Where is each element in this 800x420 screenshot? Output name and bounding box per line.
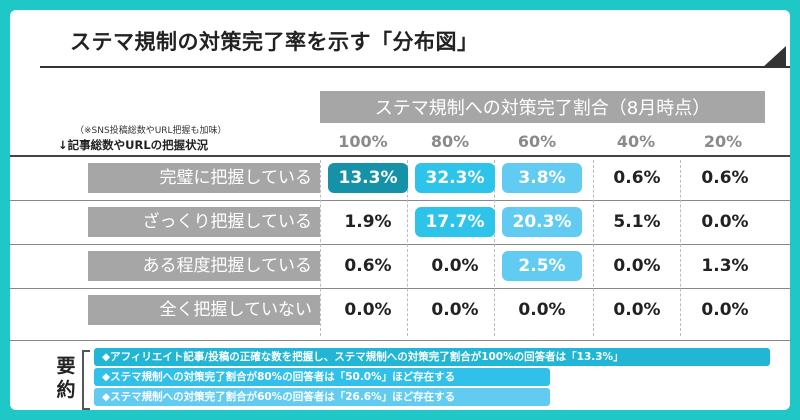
- cell-none-40: 0.0%: [613, 300, 661, 320]
- cell-somewhat-40: 0.0%: [613, 256, 661, 276]
- cell-somewhat-20: 1.3%: [701, 256, 749, 276]
- cell-perfect-60: 3.8%: [502, 163, 582, 193]
- row-divider: [10, 200, 790, 201]
- summary-item: ◆ステマ規制への対策完了割合が60%の回答者は「26.6%」ほど存在する: [94, 388, 550, 406]
- cell-rough-40: 5.1%: [613, 212, 661, 232]
- column-divider: [593, 160, 594, 336]
- row-divider: [10, 288, 790, 289]
- cell-none-80: 0.0%: [431, 300, 479, 320]
- cell-somewhat-100: 0.6%: [344, 256, 392, 276]
- cell-perfect-40: 0.6%: [613, 168, 661, 188]
- row-header-main: ↓記事総数やURLの把握状況: [58, 138, 209, 152]
- percent-header-100: 100%: [338, 132, 388, 151]
- cell-somewhat-80: 0.0%: [431, 256, 479, 276]
- cell-perfect-100: 13.3%: [328, 163, 408, 193]
- summary-item: ◆アフィリエイト記事/投稿の正確な数を把握し、ステマ規制への対策完了割合が100…: [94, 348, 770, 366]
- cell-perfect-80: 32.3%: [415, 163, 495, 193]
- column-divider: [680, 160, 681, 336]
- percent-header-20: 20%: [703, 132, 743, 151]
- content-card: ステマ規制の対策完了率を示す「分布図」 ステマ規制への対策完了割合（8月時点） …: [10, 10, 790, 410]
- summary-label: 要約: [56, 355, 76, 401]
- percent-header-40: 40%: [616, 132, 656, 151]
- row-divider: [10, 244, 790, 245]
- percent-header-60: 60%: [517, 132, 557, 151]
- column-divider: [494, 160, 495, 336]
- row-header-note: （※SNS投稿総数やURL把握も加味）: [75, 126, 227, 136]
- cell-none-60: 0.0%: [518, 300, 566, 320]
- cell-rough-60: 20.3%: [502, 207, 582, 237]
- column-header-bar: [320, 91, 765, 123]
- cell-perfect-20: 0.6%: [701, 168, 749, 188]
- header-divider: [10, 155, 790, 157]
- column-header: ステマ規制への対策完了割合（8月時点）: [374, 98, 711, 119]
- summary-item: ◆ステマ規制への対策完了割合が80%の回答者は「50.0%」ほど存在する: [94, 368, 550, 386]
- percent-header-80: 80%: [430, 132, 470, 151]
- summary-bracket: [82, 350, 90, 410]
- cell-rough-100: 1.9%: [344, 212, 392, 232]
- cell-somewhat-60: 2.5%: [502, 251, 582, 281]
- column-divider: [407, 160, 408, 336]
- row-label-somewhat: ある程度把握している: [88, 251, 320, 281]
- cell-none-100: 0.0%: [344, 300, 392, 320]
- cell-rough-80: 17.7%: [415, 207, 495, 237]
- row-label-none: 全く把握していない: [88, 295, 320, 325]
- cell-none-20: 0.0%: [701, 300, 749, 320]
- row-label-perfect: 完璧に把握している: [88, 163, 320, 193]
- column-divider: [320, 160, 321, 336]
- table-bottom-line: [10, 340, 790, 341]
- title-underline: [40, 66, 790, 68]
- row-label-rough: ざっくり把握している: [88, 207, 320, 237]
- title-corner-triangle: [762, 46, 786, 68]
- cell-rough-20: 0.0%: [701, 212, 749, 232]
- page-title: ステマ規制の対策完了率を示す「分布図」: [70, 30, 479, 54]
